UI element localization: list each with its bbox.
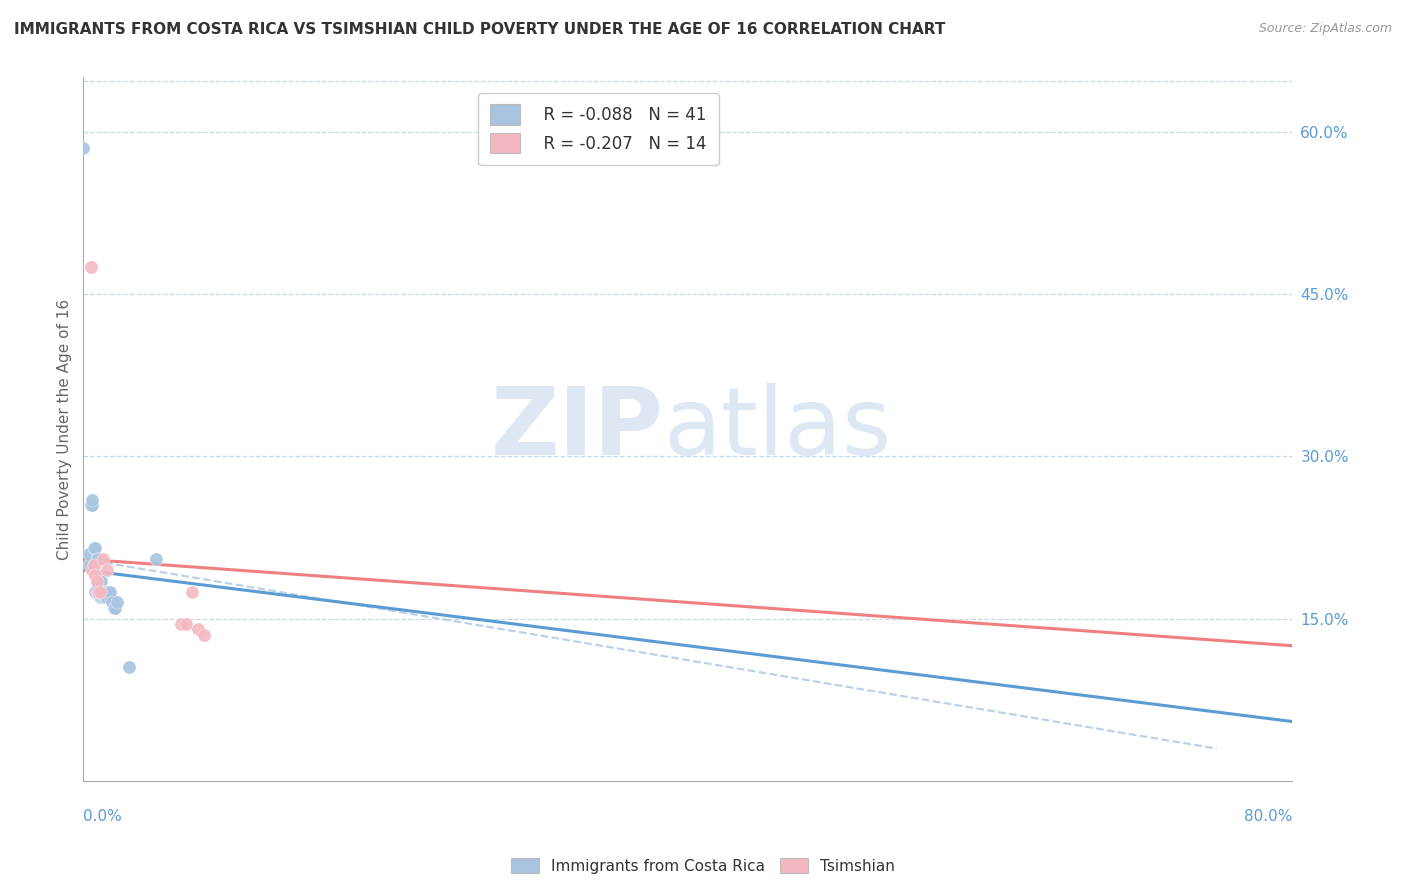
Point — [84, 541, 107, 556]
Text: 0.0%: 0.0% — [83, 809, 122, 824]
Text: ZIP: ZIP — [491, 384, 664, 475]
Point — [80, 498, 103, 512]
Point — [80, 260, 103, 274]
Point — [82, 498, 104, 512]
Point — [91, 552, 114, 566]
Point — [79, 547, 101, 561]
Point — [87, 552, 110, 566]
Point — [93, 584, 115, 599]
Point — [86, 574, 108, 588]
Point — [84, 568, 107, 582]
Point — [87, 584, 110, 599]
Point — [90, 574, 112, 588]
Point — [79, 558, 101, 572]
Point — [91, 584, 114, 599]
Point — [100, 590, 122, 604]
Point — [89, 590, 111, 604]
Point — [145, 552, 167, 566]
Point — [101, 595, 124, 609]
Point — [72, 141, 94, 155]
Point — [96, 563, 118, 577]
Text: 80.0%: 80.0% — [1244, 809, 1292, 824]
Point — [94, 584, 117, 599]
Point — [96, 584, 118, 599]
Point — [117, 660, 139, 674]
Point — [104, 600, 127, 615]
Point — [193, 628, 215, 642]
Point — [82, 492, 104, 507]
Point — [103, 600, 125, 615]
Point — [90, 590, 112, 604]
Point — [181, 584, 204, 599]
Text: IMMIGRANTS FROM COSTA RICA VS TSIMSHIAN CHILD POVERTY UNDER THE AGE OF 16 CORREL: IMMIGRANTS FROM COSTA RICA VS TSIMSHIAN … — [14, 22, 945, 37]
Point — [105, 595, 128, 609]
Legend:   R = -0.088   N = 41,   R = -0.207   N = 14: R = -0.088 N = 41, R = -0.207 N = 14 — [478, 93, 718, 165]
Point — [87, 579, 110, 593]
Point — [86, 552, 108, 566]
Legend: Immigrants from Costa Rica, Tsimshian: Immigrants from Costa Rica, Tsimshian — [505, 852, 901, 880]
Point — [86, 574, 108, 588]
Point — [87, 584, 110, 599]
Text: Source: ZipAtlas.com: Source: ZipAtlas.com — [1258, 22, 1392, 36]
Point — [174, 617, 197, 632]
Text: atlas: atlas — [664, 384, 891, 475]
Point — [89, 574, 111, 588]
Point — [100, 584, 122, 599]
Point — [96, 590, 118, 604]
Point — [83, 558, 105, 572]
Point — [89, 584, 111, 599]
Y-axis label: Child Poverty Under the Age of 16: Child Poverty Under the Age of 16 — [58, 299, 72, 560]
Point — [83, 541, 105, 556]
Point — [93, 590, 115, 604]
Point — [91, 590, 114, 604]
Point — [83, 558, 105, 572]
Point — [90, 584, 112, 599]
Point — [98, 584, 121, 599]
Point — [86, 584, 108, 599]
Point — [82, 563, 104, 577]
Point — [84, 584, 107, 599]
Point — [84, 568, 107, 582]
Point — [89, 584, 111, 599]
Point — [187, 623, 209, 637]
Point — [94, 590, 117, 604]
Point — [170, 617, 193, 632]
Point — [87, 568, 110, 582]
